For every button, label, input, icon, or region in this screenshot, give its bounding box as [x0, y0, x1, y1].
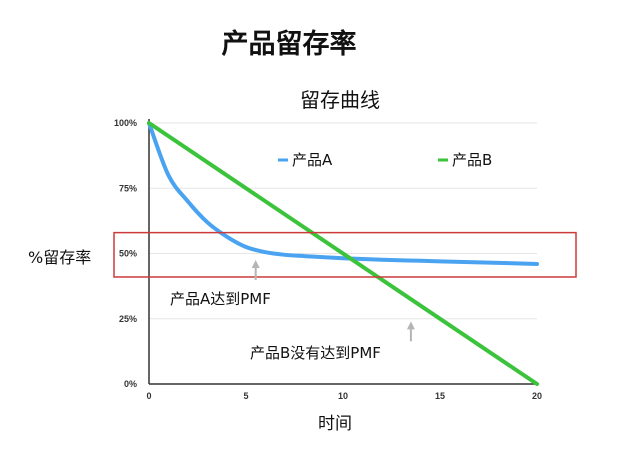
legend-label: 产品A	[292, 151, 333, 169]
pmf-highlight-box	[113, 231, 577, 278]
y-tick-label: 25%	[119, 314, 137, 324]
x-tick-label: 5	[243, 391, 248, 401]
series-line-a	[147, 121, 539, 266]
y-axis-label: %留存率	[28, 248, 92, 267]
y-tick-label: 75%	[119, 183, 137, 193]
x-tick-label: 20	[532, 391, 542, 401]
legend-label: 产品B	[452, 151, 492, 169]
annotation-label: 产品A达到PMF	[170, 290, 271, 308]
annotation-label: 产品B没有达到PMF	[250, 344, 381, 362]
annotation-arrow-head	[406, 321, 415, 330]
series-line-b	[147, 121, 539, 386]
x-tick-label: 0	[146, 391, 151, 401]
y-tick-label: 0%	[124, 379, 137, 389]
chart-title: 留存曲线	[300, 88, 380, 112]
page-title: 产品留存率	[221, 29, 357, 60]
annotation-arrow-head	[251, 260, 260, 269]
y-tick-label: 100%	[114, 118, 137, 128]
x-tick-label: 10	[338, 391, 348, 401]
x-axis-label: 时间	[318, 414, 352, 434]
y-tick-label: 50%	[119, 249, 137, 259]
x-tick-label: 15	[435, 391, 445, 401]
